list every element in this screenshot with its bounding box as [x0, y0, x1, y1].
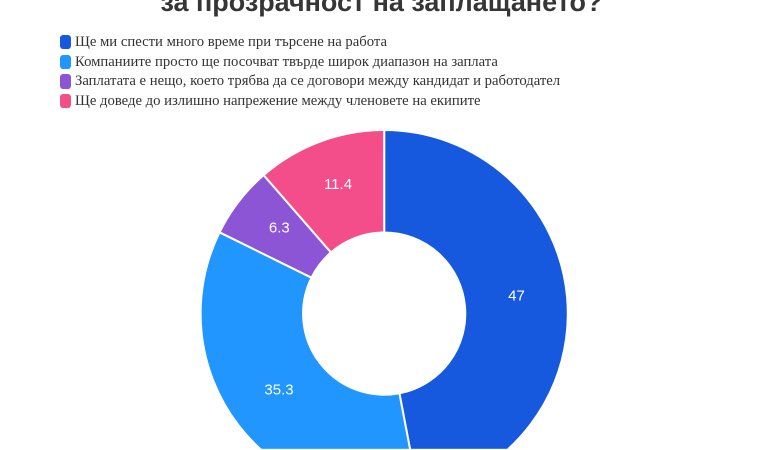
svg-text:6.3: 6.3 — [269, 220, 290, 237]
svg-text:35.3: 35.3 — [264, 381, 293, 398]
svg-text:47: 47 — [508, 288, 525, 305]
svg-text:11.4: 11.4 — [324, 176, 352, 193]
